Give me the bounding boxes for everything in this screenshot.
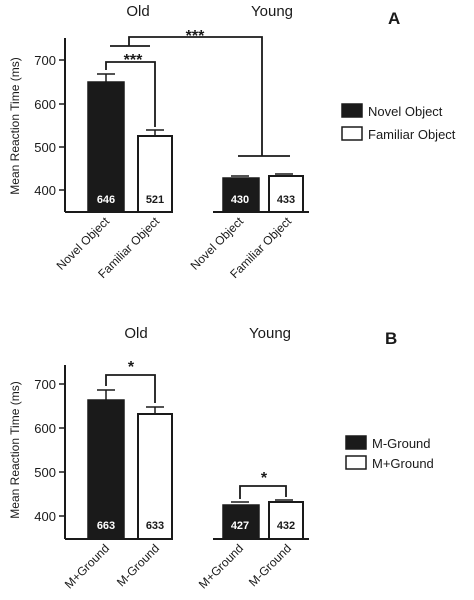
- panel-a-legend: Novel Object Familiar Object: [341, 103, 456, 142]
- panel-b-label: B: [385, 329, 397, 348]
- panel-a-legend-swatch-dark: [341, 103, 363, 118]
- panel-b: B Old Young Mean Reaction Time (ms) 400 …: [8, 325, 434, 591]
- panel-a-y-tick-label: 400: [34, 183, 56, 198]
- panel-b-legend-swatch-dark: [345, 435, 367, 450]
- panel-b-group-label-old: Old: [124, 325, 147, 342]
- panel-a-legend-swatch-white: [341, 126, 363, 141]
- panel-b-bar-old-m-ground: [87, 399, 125, 540]
- panel-b-y-tick-label: 700: [34, 377, 56, 392]
- panel-a-bar-value-label: 430: [231, 194, 249, 206]
- panel-b-bracket-young-pair: [239, 485, 287, 499]
- panel-b-y-tick-label: 400: [34, 509, 56, 524]
- panel-a-bars: 646 521 430 433: [87, 73, 304, 213]
- panel-b-x-tick-label: M+Ground: [196, 541, 246, 591]
- panel-a-bar-old-familiar-object: [137, 135, 173, 213]
- panel-a-group-label-young: Young: [251, 3, 293, 20]
- panel-b-bar-value-label: 663: [97, 520, 115, 532]
- panel-b-bar-value-label: 427: [231, 520, 249, 532]
- panel-a-legend-entry: Novel Object: [368, 104, 443, 119]
- panel-b-x-tick-labels: M+Ground M-Ground M+Ground M-Ground: [62, 541, 294, 591]
- panel-b-bars: 663 633 427 432: [87, 389, 304, 540]
- panel-b-bar-value-label: 432: [277, 520, 295, 532]
- panel-b-legend-swatch-white: [345, 455, 367, 470]
- panel-a-bracket-old-pair: [105, 61, 156, 127]
- panel-b-y-axis-label: Mean Reaction Time (ms): [8, 381, 22, 518]
- panel-a-x-tick-labels: Novel Object Familiar Object Novel Objec…: [54, 214, 295, 281]
- panel-a-bracket-old-vs-young: [128, 36, 263, 156]
- panel-b-x-tick-label: M-Ground: [114, 541, 162, 589]
- panel-b-legend: M-Ground M+Ground: [345, 435, 434, 471]
- panel-a-bar-young-novel-object: [222, 177, 260, 213]
- panel-b-group-label-young: Young: [249, 325, 291, 342]
- panel-a-significance-stars: ***: [186, 28, 205, 45]
- panel-a-bar-value-label: 646: [97, 194, 115, 206]
- panel-a-label: A: [388, 9, 400, 28]
- panel-a-legend-entry: Familiar Object: [368, 127, 456, 142]
- panel-b-legend-entry: M-Ground: [372, 436, 431, 451]
- panel-a-bar-value-label: 521: [146, 194, 164, 206]
- panel-a-group-label-old: Old: [126, 3, 149, 20]
- panel-b-significance-star: *: [261, 470, 268, 487]
- panel-b-bar-young-m-ground: [222, 504, 260, 540]
- panel-a-significance-stars: ***: [124, 52, 143, 69]
- panel-a-y-ticks: 400 500 600 700: [34, 53, 65, 198]
- panel-a-y-axis-label: Mean Reaction Time (ms): [8, 57, 22, 194]
- panel-a-y-tick-label: 500: [34, 140, 56, 155]
- panel-a-significance: *** ***: [105, 28, 290, 157]
- panel-b-y-tick-label: 600: [34, 421, 56, 436]
- panel-b-bar-young-m-plus-ground: [268, 501, 304, 540]
- panel-a-bar-old-novel-object: [87, 81, 125, 213]
- panel-b-y-ticks: 400 500 600 700: [34, 377, 65, 524]
- panel-a-bar-value-label: 433: [277, 194, 295, 206]
- panel-b-x-tick-label: M+Ground: [62, 541, 112, 591]
- panel-a-y-tick-label: 700: [34, 53, 56, 68]
- panel-b-y-tick-label: 500: [34, 465, 56, 480]
- panel-b-bar-old-m-plus-ground: [137, 413, 173, 540]
- panel-b-legend-entry: M+Ground: [372, 456, 434, 471]
- panel-a-bar-young-familiar-object: [268, 175, 304, 213]
- panel-b-bracket-old-pair: [105, 374, 156, 403]
- panel-a-y-tick-label: 600: [34, 97, 56, 112]
- panel-b-x-tick-label: M-Ground: [246, 541, 294, 589]
- panel-a: A Old Young Mean Reaction Time (ms) 400 …: [8, 3, 456, 281]
- panel-b-bar-value-label: 633: [146, 520, 164, 532]
- panel-b-significance-star: *: [128, 359, 135, 376]
- panel-b-significance: * *: [105, 359, 287, 499]
